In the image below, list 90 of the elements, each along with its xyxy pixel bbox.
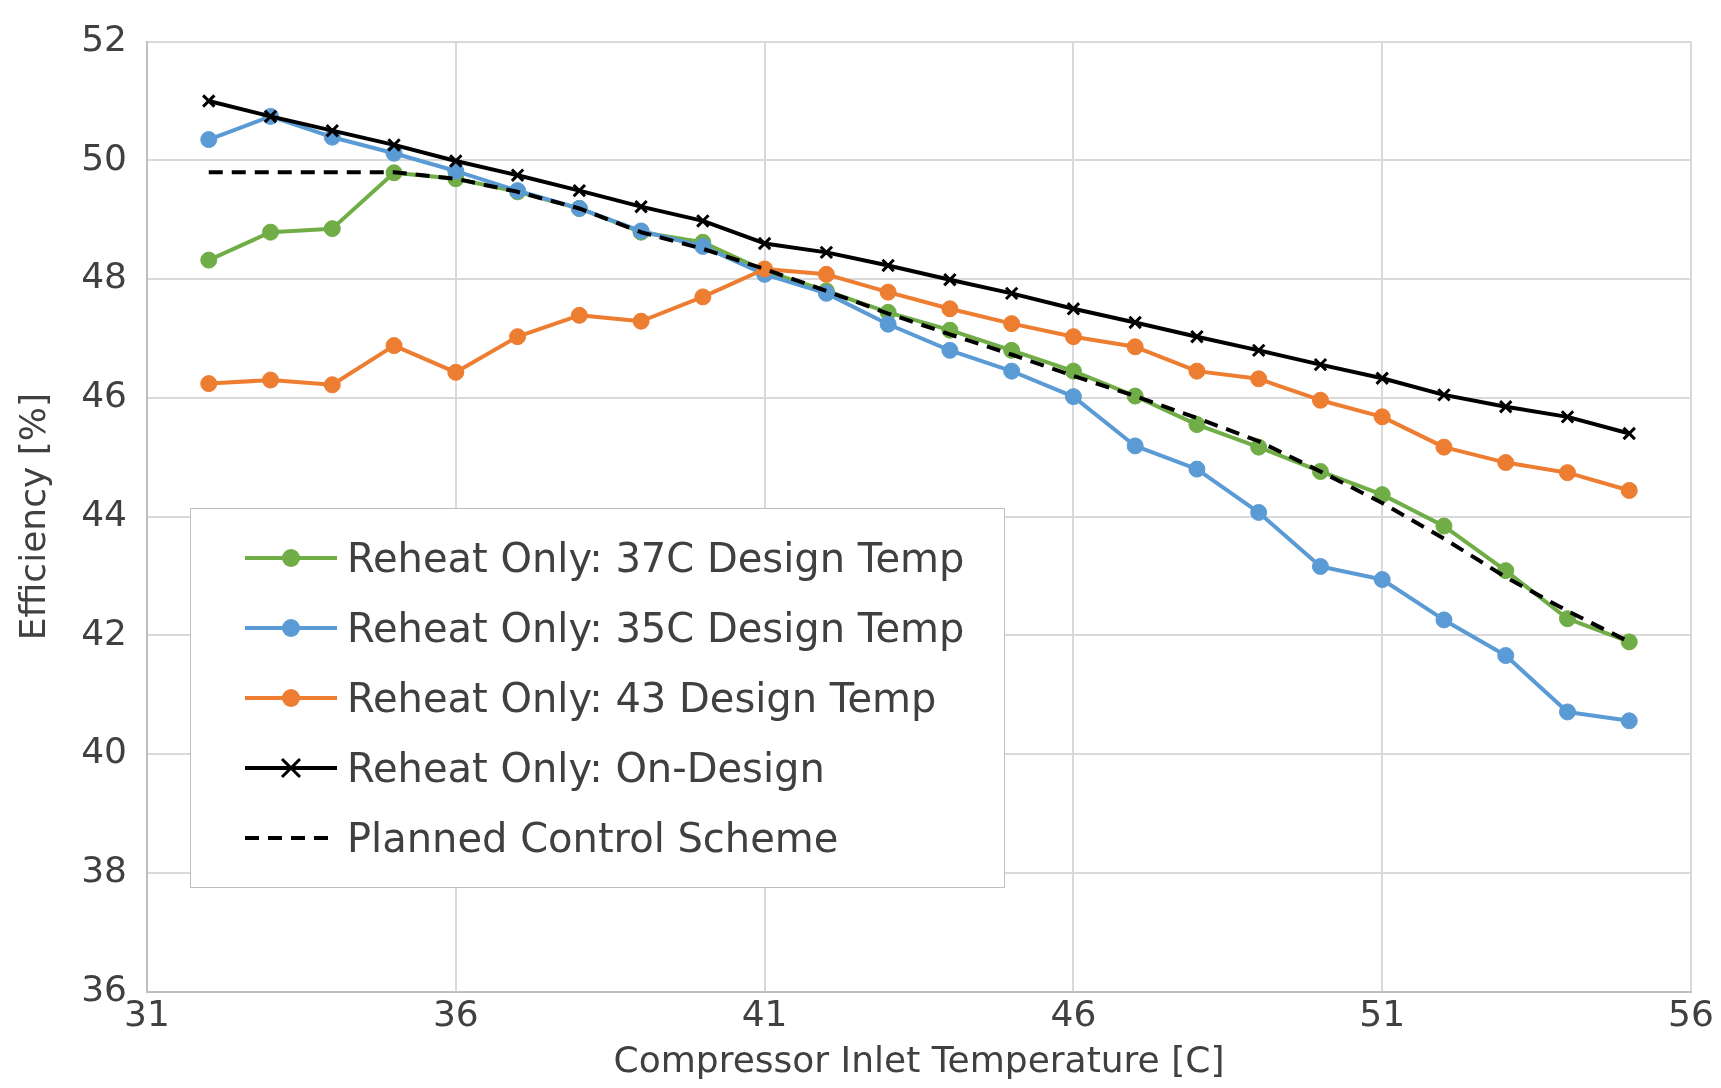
y-tick-label: 52 (81, 17, 128, 59)
point (323, 376, 341, 394)
point (879, 283, 897, 301)
point (1126, 338, 1144, 356)
legend-label: Planned Control Scheme (347, 815, 839, 861)
point (1558, 703, 1576, 721)
point (1560, 409, 1575, 425)
y-tick-label: 50 (81, 136, 128, 178)
point (1436, 387, 1452, 403)
point (1375, 371, 1390, 386)
x-tick-label: 41 (741, 992, 788, 1034)
point (200, 131, 218, 149)
point (879, 315, 897, 333)
x-tick-label: 36 (432, 992, 479, 1034)
point (1250, 503, 1268, 521)
point (1435, 517, 1453, 535)
point (1064, 328, 1082, 346)
point (447, 363, 465, 381)
point (201, 93, 216, 109)
point (1311, 557, 1329, 575)
point (1064, 362, 1082, 380)
point (695, 213, 710, 229)
point (757, 236, 772, 251)
x-tick-label: 51 (1359, 992, 1406, 1034)
point (1497, 562, 1515, 580)
legend-label: Reheat Only: 43 Design Temp (347, 675, 937, 721)
y-tick-label: 44 (81, 492, 128, 534)
point (510, 168, 525, 183)
point (1620, 481, 1638, 499)
point (1497, 454, 1515, 472)
point (880, 258, 896, 273)
point (1250, 370, 1268, 388)
point (1435, 611, 1453, 629)
point (572, 183, 587, 198)
point (200, 375, 218, 393)
y-tick-label: 46 (81, 374, 128, 416)
point (694, 288, 712, 306)
point (1066, 301, 1081, 316)
legend-label: Reheat Only: 35C Design Temp (347, 605, 965, 651)
x-tick-label: 56 (1668, 992, 1714, 1034)
point (386, 137, 402, 153)
point (448, 153, 463, 169)
point (262, 223, 280, 241)
legend-label: Reheat Only: On-Design (347, 745, 825, 791)
point (1373, 408, 1391, 426)
y-axis-title: Efficiency [%] (11, 393, 53, 641)
point (1188, 460, 1206, 478)
x-tick-label: 31 (124, 992, 170, 1034)
point (385, 337, 403, 355)
point (1064, 388, 1082, 406)
x-axis-title: Compressor Inlet Temperature [C] (613, 1038, 1225, 1080)
point (570, 306, 588, 324)
point (262, 371, 280, 389)
point (1313, 357, 1328, 372)
point (1251, 343, 1266, 358)
legend-label: Reheat Only: 37C Design Temp (347, 535, 965, 581)
point (1004, 286, 1019, 301)
point (941, 341, 959, 359)
point (325, 123, 340, 138)
point (942, 272, 958, 287)
point (1003, 362, 1021, 380)
y-tick-label: 40 (81, 730, 128, 772)
point (1435, 438, 1453, 456)
point (323, 220, 341, 238)
point (1003, 315, 1021, 333)
point (1188, 416, 1206, 434)
point (1128, 315, 1143, 330)
y-tick-label: 42 (81, 611, 128, 653)
point (1622, 426, 1637, 441)
point (1126, 437, 1144, 455)
y-tick-label: 38 (81, 849, 128, 891)
point (817, 265, 835, 283)
point (1188, 362, 1206, 380)
point (200, 251, 218, 269)
y-tick-label: 48 (81, 255, 128, 297)
point (1373, 571, 1391, 589)
point (1558, 610, 1576, 628)
point (1498, 399, 1513, 414)
point (509, 328, 527, 346)
point (1620, 712, 1638, 730)
point (941, 300, 959, 318)
point (632, 312, 650, 330)
point (1558, 464, 1576, 482)
point (1189, 329, 1205, 344)
point (1497, 647, 1515, 665)
point (1620, 633, 1638, 651)
point (1311, 391, 1329, 409)
point (633, 199, 649, 214)
x-tick-label: 46 (1050, 992, 1097, 1034)
point (819, 245, 834, 260)
